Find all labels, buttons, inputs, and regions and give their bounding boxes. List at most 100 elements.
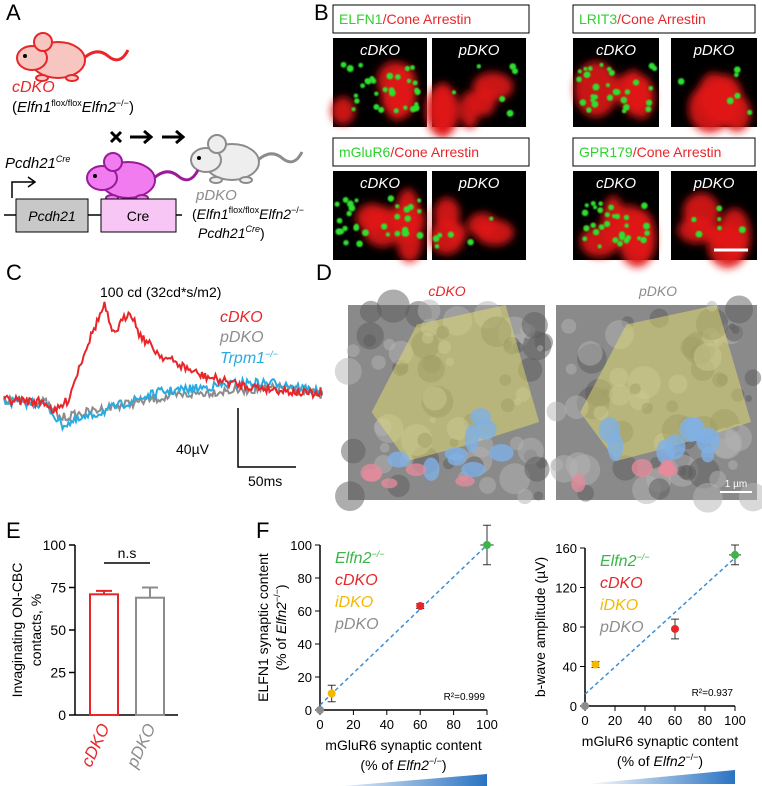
green-puncta [586,107,592,113]
em-texture [346,344,360,358]
green-puncta [353,225,360,231]
green-puncta [358,62,364,68]
green-puncta [406,78,412,84]
red-signal [355,203,389,232]
green-puncta [590,222,596,228]
em-texture [335,481,365,511]
em-texture [725,295,754,324]
gene-box-label: Pcdh21 [28,208,75,224]
green-puncta [340,61,347,68]
legend-label: iDKO [600,597,638,614]
green-puncta [645,106,652,113]
em-texture [536,345,544,352]
green-puncta [354,98,360,104]
r-squared: R²=0.999 [444,692,486,703]
green-puncta [338,228,345,235]
text: (% of [273,634,289,671]
green-puncta [598,201,603,206]
em-texture [383,338,396,351]
x-tick-label: 80 [698,713,712,728]
text: ) [273,584,289,589]
text: (% of [617,753,654,769]
x-tick-label: 20 [346,717,360,732]
genotype: (Elfn1flox/floxElfn2−/− [192,205,304,222]
panel-label: C [6,260,22,285]
stain-label-box [332,137,530,167]
green-puncta [614,89,621,95]
text: ELFN1 [339,11,383,27]
text: −/− [636,552,649,562]
green-puncta [583,72,590,78]
green-puncta [403,230,410,237]
em-texture [417,299,441,323]
image-title: cDKO [428,283,465,299]
y-tick-label: 20 [298,670,312,685]
em-texture [340,438,366,464]
legend-label: cDKO [335,572,378,589]
stain-label: GPR179/Cone Arrestin [579,144,721,160]
green-puncta [388,87,395,93]
x-tick-label: 0 [316,717,323,732]
legend-label: iDKO [335,594,373,611]
green-puncta [407,203,414,211]
y-tick-label: 100 [43,537,67,553]
micrograph-label: cDKO [360,175,400,192]
panel-label: F [256,518,269,543]
em-texture [612,455,638,481]
em-texture [728,460,738,470]
green-puncta [734,72,739,78]
stain-label: ELFN1/Cone Arrestin [339,11,471,27]
bipolar-dendrite [474,418,497,440]
x-tick-label: pDKO [122,721,159,772]
green-puncta [599,62,604,67]
green-puncta [393,108,399,114]
x-tick-label: 0 [581,713,588,728]
text: Elfn2 [653,753,685,769]
red-signal [432,82,455,138]
green-puncta [434,244,440,249]
text: Elfn2 [335,550,372,567]
trace [3,301,323,414]
legend-label: pDKO [599,619,644,636]
y-axis-label: ELFN1 synaptic content [255,553,271,702]
cre-box [100,198,177,233]
bipolar-dendrite [461,461,486,478]
green-puncta [593,205,598,210]
green-puncta [579,99,587,106]
green-puncta [467,238,474,246]
green-puncta [385,232,391,237]
green-puncta [648,86,654,91]
green-puncta [623,237,630,244]
y-tick-label: 50 [50,622,66,638]
green-puncta [604,212,610,218]
legend-label: pDKO [334,616,379,633]
green-puncta [677,78,685,85]
text: GPR179 [579,144,633,160]
horizontal-process [571,473,586,493]
data-point [591,660,600,669]
text: Trpm1 [220,350,265,367]
green-puncta [611,213,617,219]
green-puncta [378,106,385,113]
y-tick-label: 25 [50,665,66,681]
horizontal-process [657,463,679,477]
green-puncta [606,94,614,101]
data-point [316,706,324,714]
green-puncta [395,74,401,80]
green-puncta [394,213,401,220]
panel-label: D [316,260,332,285]
cross-arrows [109,129,186,145]
green-puncta [612,237,619,244]
r-squared: R²=0.937 [692,688,734,699]
text: (% of [360,757,397,773]
horizontal-process [405,463,427,477]
green-puncta [598,224,605,230]
text: ) [442,757,447,773]
text: ) [260,225,265,241]
green-puncta [644,230,650,236]
green-puncta [581,209,589,217]
text: flox/flox [51,98,82,108]
text: −/− [272,589,282,602]
mouse-icon [85,151,200,203]
em-texture [565,363,577,375]
